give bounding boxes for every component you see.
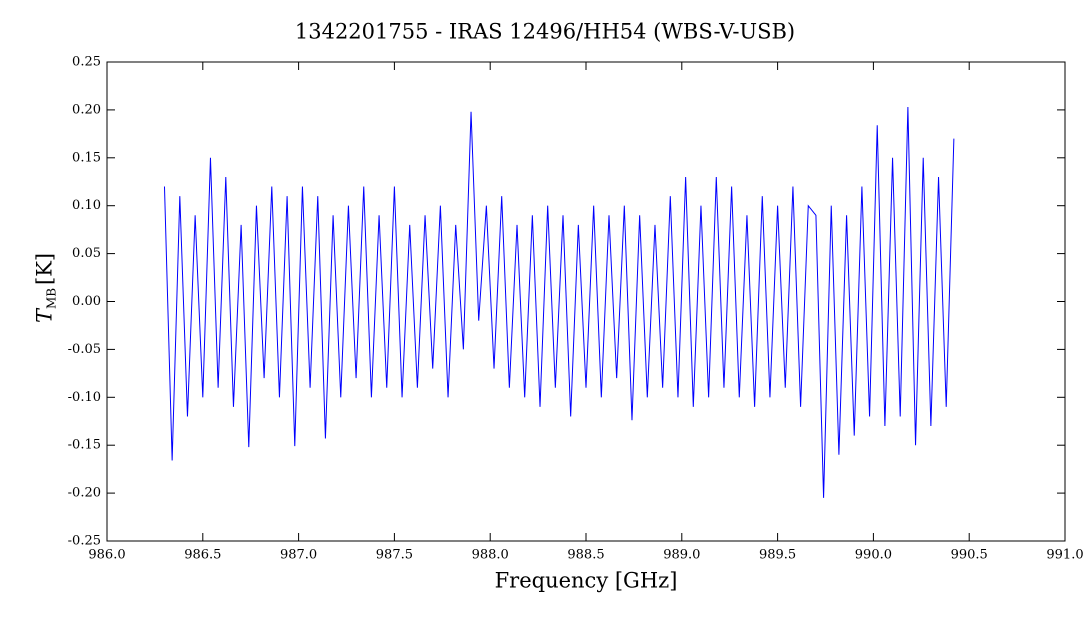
y-tick-label: 0.25 [72,55,101,70]
y-tick-label: -0.20 [68,486,101,501]
y-label-symbol: T [33,307,57,323]
x-tick-label: 989.5 [759,548,796,563]
y-axis-label: T MB [K] [33,253,59,323]
y-tick-label: 0.00 [72,294,101,309]
x-tick-label: 990.5 [951,548,988,563]
x-tick-label: 987.0 [280,548,317,563]
y-tick-label: -0.05 [68,342,101,357]
plot-frame [106,61,1066,542]
y-tick-label: 0.10 [72,198,101,213]
x-tick-label: 990.0 [855,548,892,563]
x-axis-label: Frequency [GHz] [495,569,678,593]
x-tick-label: 987.5 [376,548,413,563]
x-tick-label: 988.5 [567,548,604,563]
x-tick-label: 988.0 [472,548,509,563]
x-tick-label: 991.0 [1046,548,1083,563]
spectrum-line [163,107,955,498]
y-tick-label: -0.25 [68,534,101,549]
x-tick-label: 986.5 [184,548,221,563]
y-label-unit: [K] [33,253,57,285]
y-tick-label: -0.10 [68,390,101,405]
x-tick-label: 986.0 [88,548,125,563]
y-label-subscript: MB [45,288,59,309]
y-tick-label: 0.15 [72,150,101,165]
chart-title: 1342201755 - IRAS 12496/HH54 (WBS-V-USB) [295,20,795,44]
x-tick-label: 989.0 [663,548,700,563]
y-tick-label: 0.05 [72,246,101,261]
y-tick-label: 0.20 [72,102,101,117]
y-tick-label: -0.15 [68,438,101,453]
